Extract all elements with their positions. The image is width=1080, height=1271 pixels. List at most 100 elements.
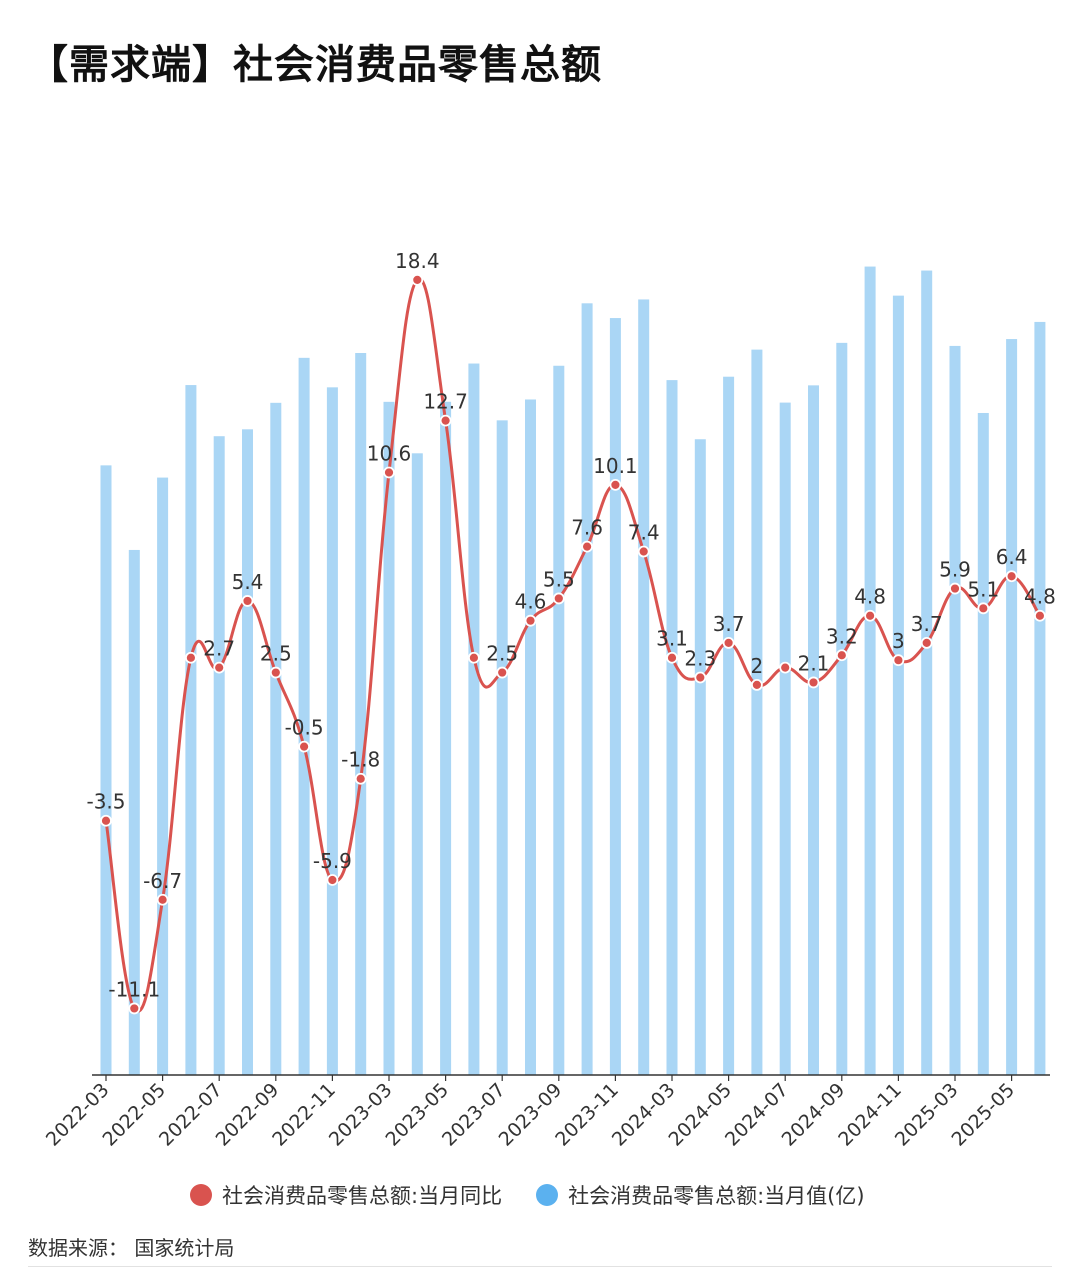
bar-2023-04 [411, 453, 423, 1075]
point-2024-05 [722, 637, 735, 649]
data-label-2024-08: 2.1 [798, 651, 830, 675]
bar-2022-12 [355, 353, 367, 1076]
point-2024-09 [835, 649, 848, 662]
bar-2023-08 [525, 399, 536, 1076]
bar-2023-09 [553, 365, 565, 1075]
data-label-2023-04: 18.4 [395, 249, 440, 273]
point-2025-04 [977, 602, 990, 615]
bar-2022-07 [213, 436, 225, 1075]
point-2025-05 [1005, 570, 1018, 583]
line-points: -3.5 -11.1 -6.7 2.7 5.4 2.5 -0.5 -5.9 -1.8 10.6 18… [86, 249, 1056, 1015]
x-ticks: 2022-032022-052022-072022-092022-112023-… [42, 1075, 1019, 1151]
point-2024-08 [807, 676, 820, 689]
bar-2022-10 [298, 357, 310, 1075]
point-2024-11 [892, 654, 905, 667]
point-2022-06 [184, 651, 197, 664]
data-label-2024-11: 3 [892, 629, 905, 653]
legend-label-yoy: 社会消费品零售总额:当月同比 [222, 1184, 503, 1208]
data-label-2022-11: -5.9 [313, 849, 352, 873]
point-2022-08 [241, 595, 254, 607]
data-label-2023-05: 12.7 [423, 390, 468, 414]
legend-item-monthly[interactable]: 社会消费品零售总额:当月值(亿) [536, 1180, 865, 1210]
data-label-2024-12: 3.7 [911, 612, 943, 636]
data-label-2024-06: 2 [751, 654, 764, 678]
point-2023-05 [439, 414, 452, 427]
legend-item-yoy[interactable]: 社会消费品零售总额:当月同比 [190, 1180, 502, 1210]
point-2023-06 [467, 651, 480, 664]
bar-2025-03 [949, 345, 961, 1076]
point-2022-04 [128, 1002, 141, 1015]
data-label-2023-07: 2.5 [486, 642, 518, 666]
point-2022-09 [269, 666, 282, 679]
point-2024-07 [779, 661, 792, 674]
bar-2022-09 [270, 402, 282, 1076]
data-label-2024-09: 3.2 [826, 624, 858, 648]
point-2023-03 [383, 466, 395, 479]
data-label-2024-10: 4.8 [854, 585, 886, 609]
point-2023-12 [637, 545, 650, 558]
point-2023-10 [581, 540, 593, 553]
bar-2024-05 [723, 376, 735, 1076]
data-label-2022-04: -11.1 [108, 977, 160, 1001]
data-label-2023-08: 4.6 [515, 590, 547, 614]
point-2024-04 [694, 671, 707, 684]
bar-2022-08 [242, 429, 253, 1075]
point-2024-12 [920, 637, 933, 649]
point-2022-03 [100, 814, 112, 827]
bar-2025-05 [1006, 339, 1018, 1075]
bar-2024-07 [779, 402, 791, 1075]
bar-2022-11 [326, 387, 338, 1076]
bar-2024-08 [808, 385, 819, 1075]
bar-2023-07 [496, 420, 508, 1076]
data-label-2023-03: 10.6 [367, 442, 412, 466]
bar-2023-10 [581, 303, 593, 1075]
point-2022-10 [298, 740, 311, 753]
data-label-2022-08: 5.4 [232, 570, 264, 594]
bar-2023-03 [383, 401, 395, 1076]
point-2023-07 [496, 666, 509, 679]
data-source: 数据来源： 国家统计局 [28, 1236, 235, 1260]
legend-marker-monthly [536, 1184, 559, 1206]
bar-2024-03 [666, 380, 678, 1075]
data-label-2024-05: 3.7 [713, 612, 745, 636]
bar-2024-06 [751, 349, 763, 1075]
point-2024-10 [864, 609, 876, 622]
bar-2023-11 [609, 318, 621, 1075]
point-2022-12 [354, 772, 367, 785]
data-label-2025-05: 6.4 [996, 545, 1028, 569]
legend-marker-yoy [190, 1184, 212, 1206]
chart: 2022-032022-052022-072022-092022-112023-… [42, 249, 1056, 1151]
point-2022-07 [213, 661, 226, 674]
point-2025-06 [1034, 609, 1046, 622]
legend-label-monthly: 社会消费品零售总额:当月值(亿) [568, 1184, 865, 1208]
bar-2024-12 [921, 270, 933, 1075]
data-label-2023-10: 7.6 [571, 516, 603, 540]
bar-2025-06 [1034, 321, 1046, 1075]
point-2023-09 [552, 592, 565, 605]
point-2024-03 [666, 651, 678, 664]
bar-2024-11 [892, 295, 904, 1076]
point-2022-11 [326, 874, 339, 886]
bar-2024-04 [694, 439, 706, 1075]
bar-2023-06 [468, 363, 480, 1075]
bar-2022-05 [157, 477, 169, 1075]
data-label-2022-03: -3.5 [86, 790, 125, 814]
bar-2024-10 [864, 266, 876, 1076]
bar-2025-04 [977, 412, 989, 1075]
bar-2022-04 [128, 549, 140, 1075]
point-2022-05 [156, 893, 169, 906]
data-label-2022-05: -6.7 [143, 869, 182, 893]
point-2025-03 [949, 582, 961, 595]
point-2023-11 [609, 478, 622, 491]
divider [28, 1266, 1052, 1267]
data-label-2024-03: 3.1 [656, 627, 688, 651]
bar-2022-03 [100, 465, 112, 1075]
data-label-2022-10: -0.5 [285, 716, 324, 740]
point-2023-04 [411, 273, 424, 286]
data-label-2025-06: 4.8 [1024, 585, 1056, 609]
data-label-2022-09: 2.5 [260, 642, 292, 666]
line-series-yoy [104, 277, 1042, 1013]
data-label-2023-09: 5.5 [543, 567, 575, 591]
data-label-2023-11: 10.1 [593, 454, 638, 478]
bar-series [100, 266, 1046, 1076]
